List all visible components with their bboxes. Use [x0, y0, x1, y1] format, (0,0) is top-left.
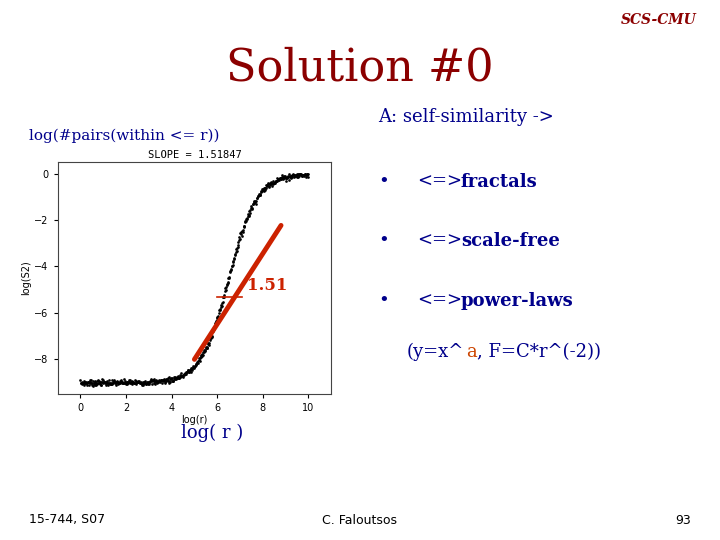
Text: power-laws: power-laws: [461, 292, 574, 309]
Text: fractals: fractals: [461, 173, 538, 191]
Text: C. Faloutsos: C. Faloutsos: [323, 514, 397, 526]
Text: •: •: [378, 232, 389, 250]
Text: Solution #0: Solution #0: [226, 46, 494, 89]
Text: log(#pairs(within <= r)): log(#pairs(within <= r)): [29, 129, 220, 143]
Text: 93: 93: [675, 514, 691, 526]
Text: scale-free: scale-free: [461, 232, 559, 250]
Text: (y=x^: (y=x^: [407, 343, 464, 361]
Text: •: •: [378, 292, 389, 309]
Title: SLOPE = 1.51847: SLOPE = 1.51847: [148, 150, 241, 160]
Text: a: a: [466, 343, 477, 361]
Text: <=>: <=>: [418, 232, 463, 250]
X-axis label: log(r): log(r): [181, 415, 207, 424]
Text: SCS-CMU: SCS-CMU: [621, 14, 697, 28]
Text: 1.51: 1.51: [247, 276, 287, 294]
Text: 15-744, S07: 15-744, S07: [29, 514, 105, 526]
Text: <=>: <=>: [418, 292, 463, 309]
Text: •: •: [378, 173, 389, 191]
Text: log( r ): log( r ): [181, 424, 243, 442]
Y-axis label: log(S2): log(S2): [22, 261, 32, 295]
Text: <=>: <=>: [418, 173, 463, 191]
Text: , F=C*r^(-2)): , F=C*r^(-2)): [477, 343, 600, 361]
Text: A: self-similarity ->: A: self-similarity ->: [378, 108, 554, 126]
